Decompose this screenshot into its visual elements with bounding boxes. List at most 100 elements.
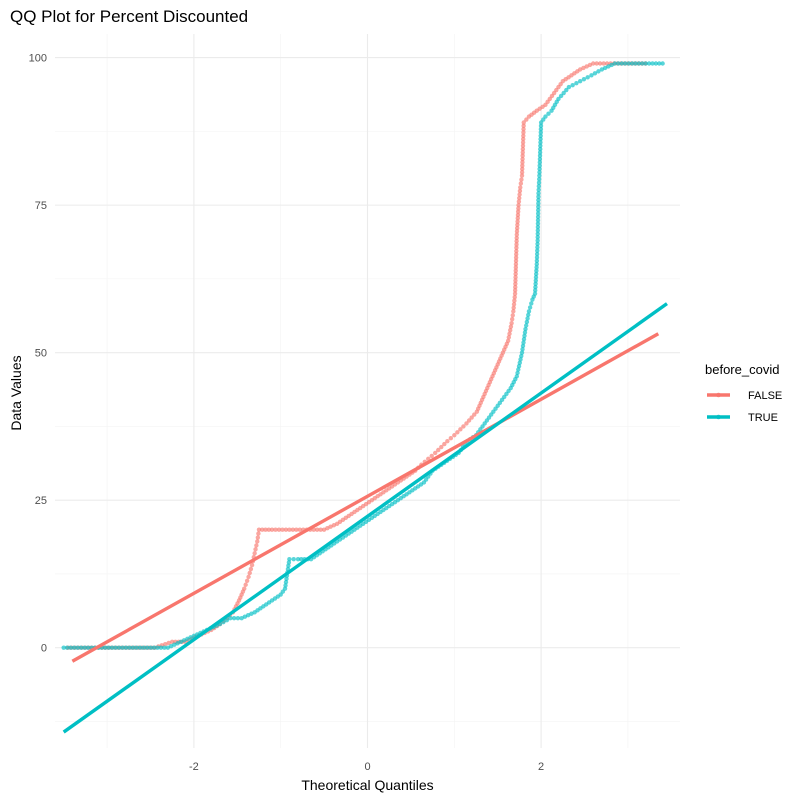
data-point [515,222,520,227]
legend-title: before_covid [705,362,779,377]
data-point [619,61,625,66]
data-point [533,278,539,283]
data-point [524,319,530,325]
data-point [134,645,139,650]
data-point [538,136,543,142]
data-point [429,453,434,459]
data-point [512,291,518,296]
data-point [538,126,544,132]
data-point [244,578,250,584]
data-point [520,160,525,165]
data-point [144,645,150,650]
data-point [255,535,261,540]
data-point [256,527,262,532]
data-point [509,320,514,326]
data-point [511,309,516,314]
data-point [537,176,542,182]
data-point [601,61,606,66]
data-point [535,224,541,230]
data-point [594,61,599,66]
data-point [643,61,648,66]
data-point [515,209,521,214]
data-point [520,143,526,148]
data-point [534,261,539,267]
data-point [612,61,618,66]
data-point [537,160,543,165]
data-point [513,255,519,260]
data-point [518,181,524,186]
data-point [297,527,302,532]
legend-key-point [716,392,721,398]
data-point [513,268,518,273]
data-point [120,645,125,650]
data-point [532,291,538,296]
axis-ticks: 0 25 50 75 100 -2 0 2 [29,53,545,773]
data-point [590,61,596,66]
data-point [151,645,157,650]
data-point [283,583,288,588]
data-point [535,228,541,233]
data-point [535,207,541,213]
data-point [535,234,540,240]
data-point [511,302,517,307]
data-point [519,353,524,359]
data-point [255,539,260,544]
data-point [276,527,282,532]
y-tick-label: 100 [29,53,47,65]
data-point [507,331,512,336]
data-point [148,645,153,650]
data-point [266,527,271,532]
data-point [517,360,522,365]
data-point [246,574,251,580]
data-point [519,170,525,175]
fit-line-false [71,332,660,663]
data-point [513,281,518,287]
data-point [231,615,237,621]
data-point [535,211,541,216]
data-point [660,61,665,66]
data-point [516,202,521,208]
data-point [534,251,540,257]
data-point [516,367,521,372]
data-point [538,133,543,138]
data-point [538,123,544,129]
data-point [71,645,77,650]
data-point [520,146,526,152]
data-point [543,114,548,119]
legend-key-point [716,414,721,420]
data-point [290,527,296,532]
data-point [448,436,454,441]
data-point [522,330,528,335]
data-point [254,543,259,548]
data-point [517,188,523,194]
fit-line-true [62,302,668,734]
data-point [534,268,539,273]
data-point [561,90,566,96]
data-point [626,61,631,66]
data-point [529,301,534,306]
data-point [512,298,517,303]
data-point [556,96,561,102]
data-point [464,421,469,426]
data-point [514,252,519,257]
data-point [243,582,248,587]
data-point [282,586,288,591]
y-tick-label: 0 [41,643,47,655]
data-point [158,645,164,650]
data-point [137,645,143,650]
data-point [536,204,541,210]
data-point [630,61,635,66]
legend: before_covid FALSE TRUE [705,362,782,424]
x-tick-label: -2 [189,761,199,773]
data-point [515,370,520,376]
data-point [524,117,529,122]
data-point [235,615,241,621]
data-point [646,61,652,66]
data-point [633,61,638,66]
data-point [469,415,474,420]
data-point [527,305,533,310]
series-true [61,61,665,650]
data-point [585,75,590,80]
data-point [537,170,542,175]
data-point [536,180,542,185]
